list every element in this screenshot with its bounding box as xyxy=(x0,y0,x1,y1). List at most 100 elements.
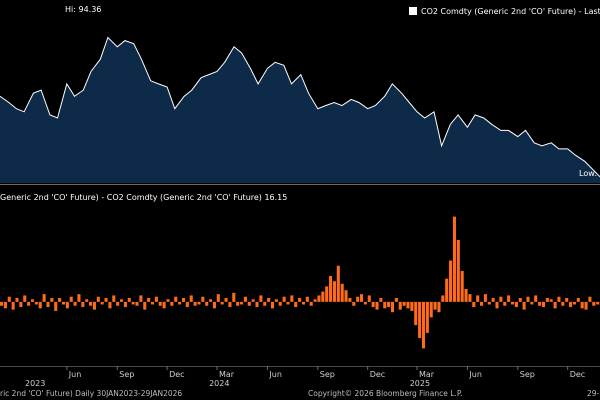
spread-bar xyxy=(518,298,522,302)
x-tick-label-month: Jun xyxy=(68,370,82,379)
spread-bar xyxy=(414,301,418,326)
spread-bar xyxy=(274,299,278,302)
spread-bar xyxy=(220,301,224,305)
spread-bar xyxy=(135,301,139,306)
spread-bar xyxy=(240,301,244,305)
spread-bar xyxy=(480,301,484,306)
spread-bar xyxy=(185,301,189,308)
spread-bar xyxy=(507,295,511,302)
spread-bar xyxy=(147,298,151,302)
spread-bar xyxy=(522,301,526,310)
spread-bar xyxy=(410,301,414,311)
spread-bar xyxy=(329,276,333,302)
spread-bar xyxy=(487,301,491,305)
spread-bar xyxy=(375,301,379,310)
legend-label-spread: Generic 2nd 'CO' Future) - CO2 Comdty (G… xyxy=(0,193,287,202)
spread-bar xyxy=(104,298,108,302)
spread-bar xyxy=(61,301,66,305)
footer-copyright: Copyright© 2026 Bloomberg Finance L.P. xyxy=(308,389,463,398)
spread-bar xyxy=(228,301,232,308)
spread-bar xyxy=(545,298,549,302)
spread-bar xyxy=(472,301,476,308)
legend-swatch-price xyxy=(409,7,417,15)
spread-bar xyxy=(193,301,197,306)
spread-bar xyxy=(100,301,104,305)
spread-bar xyxy=(514,301,518,308)
spread-bar xyxy=(178,301,182,305)
spread-bar xyxy=(143,301,147,310)
spread-bar xyxy=(3,301,7,309)
spread-bar xyxy=(565,298,569,302)
spread-bar xyxy=(367,295,371,302)
x-tick-label-month: Dec xyxy=(169,370,184,379)
spread-bar xyxy=(116,301,120,306)
spread-bar xyxy=(166,299,170,302)
spread-bar xyxy=(510,301,515,305)
spread-bar xyxy=(298,298,302,302)
x-axis: Jun Sep Dec Mar Jun Sep Dec Mar Jun Sep Dec 2023 202… xyxy=(25,366,585,388)
spread-bar xyxy=(309,301,313,306)
spread-bar xyxy=(224,298,228,302)
spread-panel: Generic 2nd 'CO' Future) - CO2 Comdty (G… xyxy=(0,193,600,349)
x-tick-label-month: Sep xyxy=(320,370,335,379)
low-annotation: Low: xyxy=(579,169,597,178)
spread-bar xyxy=(429,301,433,318)
spread-bar xyxy=(383,301,387,309)
spread-bar xyxy=(530,301,534,305)
spread-bar xyxy=(170,301,174,306)
x-tick-label-month: Dec xyxy=(370,370,385,379)
spread-bar xyxy=(92,301,96,310)
spread-bar xyxy=(576,298,580,302)
x-tick-label-year: 2023 xyxy=(25,379,45,388)
spread-bar xyxy=(476,295,480,302)
spread-bar xyxy=(549,299,553,302)
spread-bar xyxy=(30,299,35,302)
spread-bar xyxy=(402,301,406,306)
spread-bar xyxy=(352,301,356,306)
spread-bar xyxy=(69,296,73,302)
spread-bar xyxy=(336,265,340,302)
spread-bar xyxy=(259,295,263,302)
x-tick-label-year: 2025 xyxy=(410,379,430,388)
spread-bar xyxy=(77,294,81,302)
spread-bar xyxy=(19,301,23,308)
spread-bar xyxy=(483,294,487,302)
spread-bar xyxy=(418,301,422,339)
x-tick-label-month: Sep xyxy=(520,370,535,379)
spread-bar xyxy=(340,283,344,302)
spread-bar xyxy=(538,301,542,306)
spread-bar xyxy=(526,296,530,302)
x-tick-label-month: Sep xyxy=(119,370,134,379)
spread-bar xyxy=(27,301,31,306)
spread-bar xyxy=(557,296,561,302)
spread-bar xyxy=(317,295,321,302)
spread-bar xyxy=(421,301,426,349)
spread-bar xyxy=(452,216,456,302)
spread-bar xyxy=(596,301,600,305)
spread-bar xyxy=(305,296,309,302)
spread-bar xyxy=(267,298,271,302)
spread-bar xyxy=(0,301,4,306)
x-tick-label-month: Jun xyxy=(268,370,282,379)
spread-bar xyxy=(371,301,375,308)
spread-bar xyxy=(468,294,472,302)
spread-bar xyxy=(131,301,135,305)
spread-bar xyxy=(216,294,220,302)
spread-bar xyxy=(255,301,259,308)
spread-bar xyxy=(89,301,93,306)
spread-bar xyxy=(321,291,325,302)
spread-bar xyxy=(406,301,410,309)
spread-bar xyxy=(58,298,62,302)
x-tick-label-month: Mar xyxy=(219,370,235,379)
spread-bar xyxy=(503,301,507,306)
spread-bar xyxy=(189,295,193,302)
spread-bar xyxy=(251,299,255,302)
spread-bar xyxy=(181,298,186,302)
spread-bar xyxy=(15,298,19,302)
legend-label-price: CO2 Comdty (Generic 2nd 'CO' Future) - L… xyxy=(421,7,600,16)
price-panel: CO2 Comdty (Generic 2nd 'CO' Future) - L… xyxy=(0,5,600,183)
spread-bar xyxy=(588,296,592,302)
spread-bar xyxy=(174,296,178,302)
spread-bar xyxy=(363,301,367,305)
spread-bar xyxy=(243,296,247,302)
